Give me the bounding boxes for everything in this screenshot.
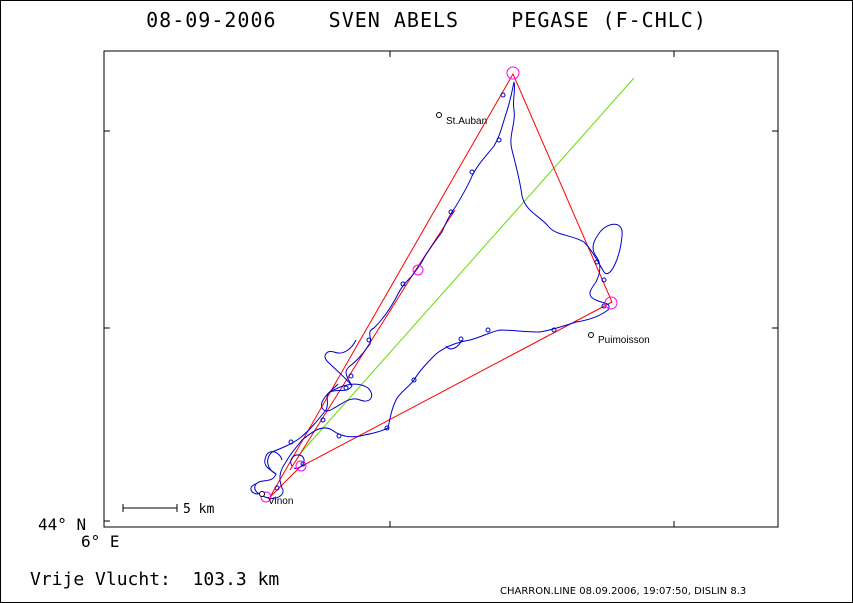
free-flight-distance: Vrije Vlucht: 103.3 km	[30, 569, 280, 590]
flight-track-loops	[250, 339, 463, 495]
turnpoint-1	[506, 66, 520, 80]
map-border	[103, 50, 779, 528]
place-marker	[259, 491, 265, 497]
direction-line	[297, 77, 635, 457]
place-marker	[588, 332, 594, 338]
place-puimoisson: Puimoisson	[588, 332, 650, 346]
place-st-auban: St.Auban	[436, 112, 487, 127]
turnpoint-3	[604, 296, 618, 310]
task-route	[269, 72, 613, 498]
place-label-vinon: Vinon	[268, 496, 293, 507]
latitude-label: 44° N	[38, 515, 87, 534]
place-label-puimoisson: Puimoisson	[598, 335, 650, 346]
turnpoint-4	[295, 460, 307, 472]
track-markers	[274, 92, 607, 491]
turnpoint-start	[260, 491, 272, 503]
scale-bar-label: 5 km	[183, 502, 214, 517]
turnpoint-2	[412, 264, 424, 276]
flight-title: 08-09-2006 SVEN ABELS PEGASE (F-CHLC)	[146, 8, 707, 32]
flight-track	[254, 81, 623, 499]
place-vinon: Vinon	[259, 491, 293, 507]
footer-info: CHARRON.LINE 08.09.2006, 19:07:50, DISLI…	[500, 586, 747, 597]
turnpoints	[260, 66, 618, 503]
longitude-label: 6° E	[81, 532, 120, 551]
place-marker	[436, 112, 442, 118]
place-label-st-auban: St.Auban	[446, 116, 487, 127]
axis-ticks	[104, 51, 778, 527]
scale-bar: 5 km	[122, 502, 214, 517]
